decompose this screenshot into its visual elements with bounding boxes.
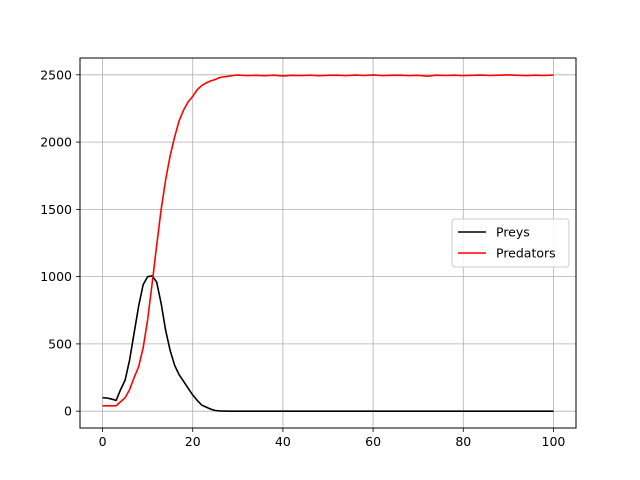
x-tick-label: 0 [99,434,107,449]
series-line-predators [102,74,554,407]
x-tick-label: 60 [365,434,381,449]
x-tick-label: 100 [542,434,566,449]
x-tick-label: 80 [455,434,471,449]
plot-area-frame [79,57,577,429]
y-tick-label: 2000 [40,135,72,150]
x-tick-label: 20 [185,434,201,449]
y-tick-label: 2500 [40,67,72,82]
legend-label-predators: Predators [496,246,556,261]
y-tick-label: 1500 [40,202,72,217]
series-line-preys [102,275,554,412]
legend-box [451,218,570,268]
y-tick-label: 1000 [40,269,72,284]
x-tick-label: 40 [275,434,291,449]
legend: Preys Predators [451,218,570,268]
y-tick-label: 500 [48,336,72,351]
series-lines [102,74,554,412]
y-tick-label: 0 [64,404,72,419]
legend-label-preys: Preys [496,225,530,240]
